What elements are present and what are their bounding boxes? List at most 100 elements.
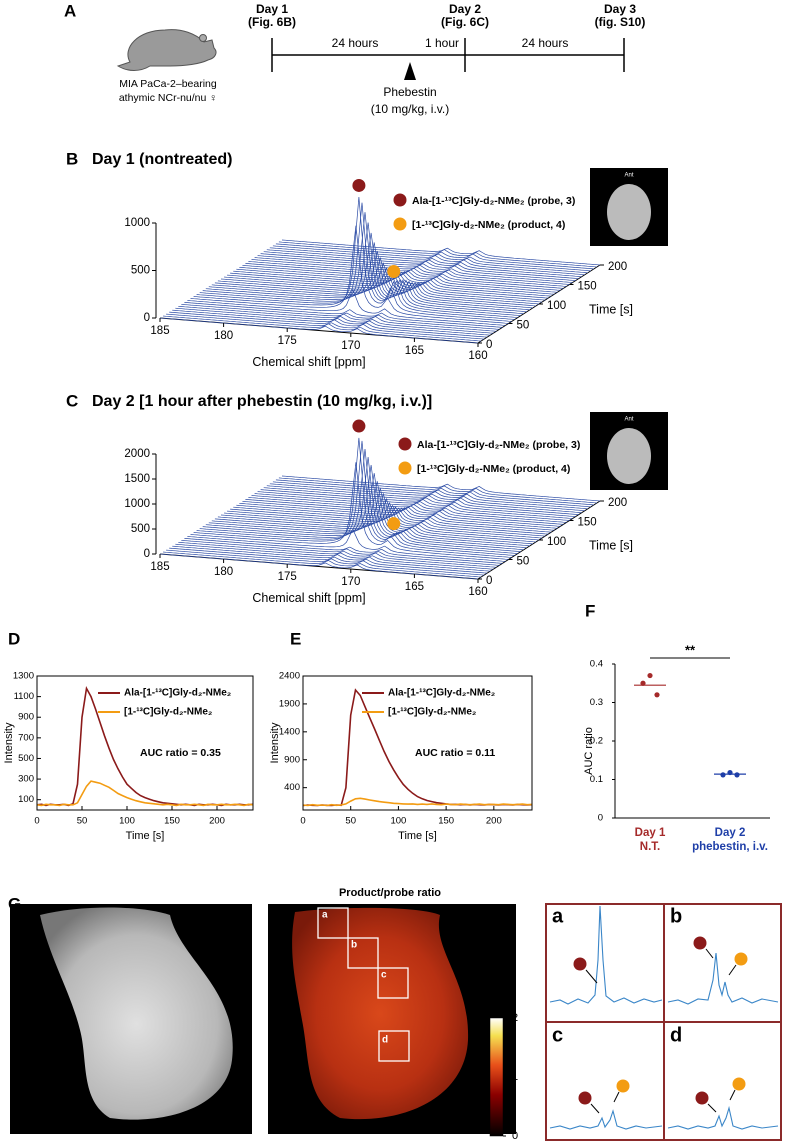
arrow: [585, 969, 598, 984]
interval: 24 hours: [522, 36, 569, 50]
spectrum: [549, 905, 663, 1005]
day-ref: (Fig. 6C): [441, 15, 489, 29]
y-tick-label: 300: [18, 774, 34, 785]
y-tick-label: 0.2: [590, 736, 603, 747]
treatment: Phebestin: [383, 85, 436, 99]
x-tick-label: 180: [214, 330, 233, 342]
spectrum-line: [187, 528, 506, 562]
x-tick-label: 165: [405, 345, 424, 357]
spectrum-line: [236, 504, 555, 531]
spectrum-line: [214, 488, 533, 545]
spectrum-line: [278, 241, 598, 268]
day: Day 3: [604, 2, 636, 16]
spectrum-line: [227, 504, 546, 537]
y-tick-label: 0.4: [590, 659, 603, 670]
panel-label: A: [64, 1, 76, 20]
product-marker: [616, 1079, 630, 1093]
spectrum-line: [263, 487, 582, 514]
colorbar: [489, 1017, 504, 1137]
image-title: Product/probe ratio: [339, 887, 441, 899]
z-tick-label: 2000: [124, 448, 150, 460]
data-point: [720, 772, 726, 778]
x-axis-label: Time [s]: [398, 830, 437, 842]
spectrum-line: [236, 268, 555, 295]
inset-label: Ant: [624, 417, 633, 423]
spectrum-line: [163, 551, 482, 578]
category-sublabel: phebestin, i.v.: [692, 841, 768, 853]
legend-swatch: [393, 217, 407, 231]
spectrum: [667, 952, 779, 1005]
spectrum-line: [211, 481, 530, 547]
data-point: [734, 772, 740, 778]
x-tick-label: 50: [77, 816, 88, 827]
chart-title: Day 2 [1 hour after phebestin (10 mg/kg,…: [92, 393, 432, 410]
y-tick-label: 100: [547, 300, 566, 312]
spectrum-line: [166, 549, 485, 576]
ratio-map: [292, 907, 469, 1120]
spectrum-line: [245, 499, 564, 525]
legend-label: [1-¹³C]Gly-d₂-NMe₂ (product, 4): [412, 219, 565, 231]
roi-label: a: [322, 910, 328, 921]
legend-label: Ala-[1-¹³C]Gly-d₂-NMe₂ (probe, 3): [417, 439, 580, 451]
spectrum-line: [220, 267, 540, 305]
y-axis-label: Time [s]: [589, 302, 633, 316]
series-line: [302, 797, 533, 807]
spectrum-line: [278, 477, 598, 504]
product-marker: [734, 952, 748, 966]
spectrum-line: [233, 506, 552, 533]
spectrum-line: [199, 212, 518, 318]
y-tick-label: 900: [18, 712, 34, 723]
category-label: Day 2: [715, 827, 746, 839]
spectrum-line: [205, 232, 524, 315]
spectrum-line: [275, 243, 594, 270]
x-axis-label: Chemical shift [ppm]: [252, 355, 365, 369]
probe-marker: [352, 178, 366, 192]
legend-label: Ala-[1-¹³C]Gly-d₂-NMe₂: [388, 688, 495, 699]
y-axis-label: AUC ratio: [583, 727, 595, 775]
spectrum-line: [217, 492, 537, 543]
x-tick-label: 0: [300, 816, 305, 827]
x-tick-label: 160: [468, 350, 487, 362]
mouse-icon: [116, 29, 217, 71]
probe-marker: [578, 1091, 592, 1105]
x-tick-label: 0: [34, 816, 39, 827]
arrow: [590, 1103, 600, 1114]
spectrum-line: [202, 222, 521, 316]
colorbar-label: 2: [512, 1012, 518, 1024]
plot-frame: [36, 675, 254, 811]
spectrum-line: [159, 553, 479, 580]
probe-marker: [695, 1091, 709, 1105]
spectrum-line: [178, 541, 497, 568]
spectrum-line: [224, 501, 543, 539]
day: Day 1: [256, 2, 288, 16]
spectrum-line: [172, 545, 491, 572]
subject: MIA PaCa-2–bearing: [119, 78, 217, 90]
x-tick-label: 170: [341, 340, 360, 352]
z-tick-label: 0: [144, 312, 150, 324]
spectrum-line: [266, 485, 585, 512]
spectrum-line: [196, 440, 515, 556]
y-tick-label: 2400: [279, 671, 300, 682]
spectrum-line: [181, 539, 500, 566]
spectrum-line: [275, 479, 594, 506]
legend-swatch: [393, 193, 407, 207]
y-tick-label: 1900: [279, 698, 300, 709]
subject: athymic NCr-nu/nu ♀: [119, 92, 217, 104]
x-tick-label: 165: [405, 581, 424, 593]
spectrum-line: [245, 263, 564, 289]
y-tick-label: 700: [18, 732, 34, 743]
spectrum-line: [190, 462, 509, 560]
y-tick-label: 200: [608, 497, 627, 509]
legend-swatch: [398, 461, 412, 475]
spectrum-line: [211, 250, 530, 311]
y-tick-label: 50: [517, 320, 530, 332]
data-point: [654, 692, 660, 698]
y-tick-label: 0: [486, 575, 492, 587]
panel-g: G Product/probe ratio a b c d a b c d: [8, 887, 782, 1141]
x-tick-label: 185: [150, 561, 169, 573]
y-axis-label: Intensity: [269, 722, 281, 763]
roi-box: [378, 1030, 410, 1062]
panel-label: E: [290, 629, 301, 648]
spectrum-line: [184, 302, 503, 328]
plot-frame: [302, 675, 533, 811]
